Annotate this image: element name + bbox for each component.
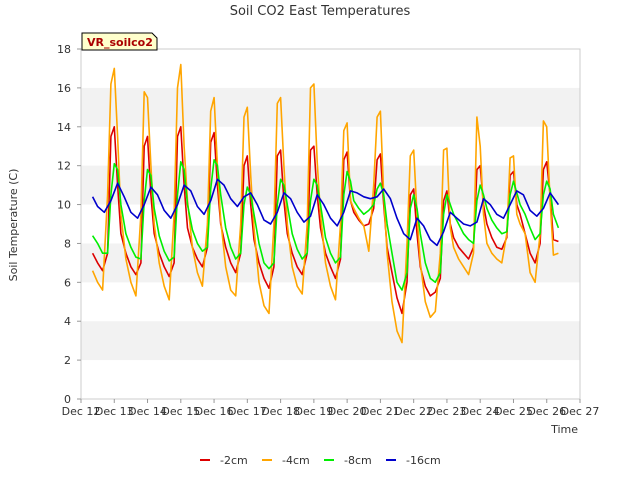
chart-title: Soil CO2 East Temperatures: [230, 4, 411, 19]
grid-band: [81, 321, 580, 361]
x-tick-label: Dec 17: [228, 405, 267, 418]
x-tick-label: Dec 25: [494, 405, 533, 418]
grid-band: [81, 165, 580, 205]
y-tick-label: 16: [57, 82, 71, 95]
y-tick-label: 4: [64, 315, 71, 328]
x-tick-label: Dec 19: [294, 405, 333, 418]
y-axis-label: Soil Temperature (C): [7, 169, 20, 282]
series-line-4cm: [91, 63, 559, 344]
x-tick-label: Dec 13: [95, 405, 134, 418]
station-badge: VR_soilco2: [81, 32, 158, 51]
x-tick-label: Dec 27: [561, 405, 600, 418]
y-tick-label: 0: [64, 393, 71, 406]
series-line-16cm: [91, 178, 560, 247]
x-tick-label: Dec 24: [461, 405, 500, 418]
grid-band: [81, 87, 580, 127]
y-tick-label: 2: [64, 354, 71, 367]
legend-label: -4cm: [282, 454, 310, 467]
x-tick-label: Dec 21: [361, 405, 400, 418]
x-tick-label: Dec 20: [328, 405, 367, 418]
x-tick-label: Dec 22: [394, 405, 433, 418]
station-badge-text: VR_soilco2: [87, 36, 153, 49]
legend: -2cm -4cm -8cm -16cm: [200, 454, 441, 467]
y-tick-label: 6: [64, 276, 71, 289]
x-tick-label: Dec 16: [195, 405, 234, 418]
x-tick-label: Dec 26: [527, 405, 566, 418]
legend-label: -2cm: [220, 454, 248, 467]
y-tick-label: 10: [57, 199, 71, 212]
y-tick-label: 14: [57, 121, 71, 134]
station-badge-box: [81, 32, 158, 51]
x-tick-label: Dec 23: [428, 405, 467, 418]
series-lines: [91, 63, 560, 344]
x-tick-label: Dec 12: [62, 405, 101, 418]
legend-label: -8cm: [344, 454, 372, 467]
x-axis-label: Time: [550, 423, 578, 436]
x-tick-label: Dec 15: [161, 405, 200, 418]
grid-band: [81, 243, 580, 283]
series-line-2cm: [91, 126, 559, 315]
grid-bands: [81, 87, 580, 361]
y-tick-label: 12: [57, 160, 71, 173]
x-tick-label: Dec 14: [128, 405, 167, 418]
legend-label: -16cm: [406, 454, 441, 467]
y-tick-label: 8: [64, 237, 71, 250]
series-line-8cm: [91, 159, 560, 291]
y-tick-label: 18: [57, 43, 71, 56]
x-tick-label: Dec 18: [261, 405, 300, 418]
plot-frame: [80, 48, 581, 400]
